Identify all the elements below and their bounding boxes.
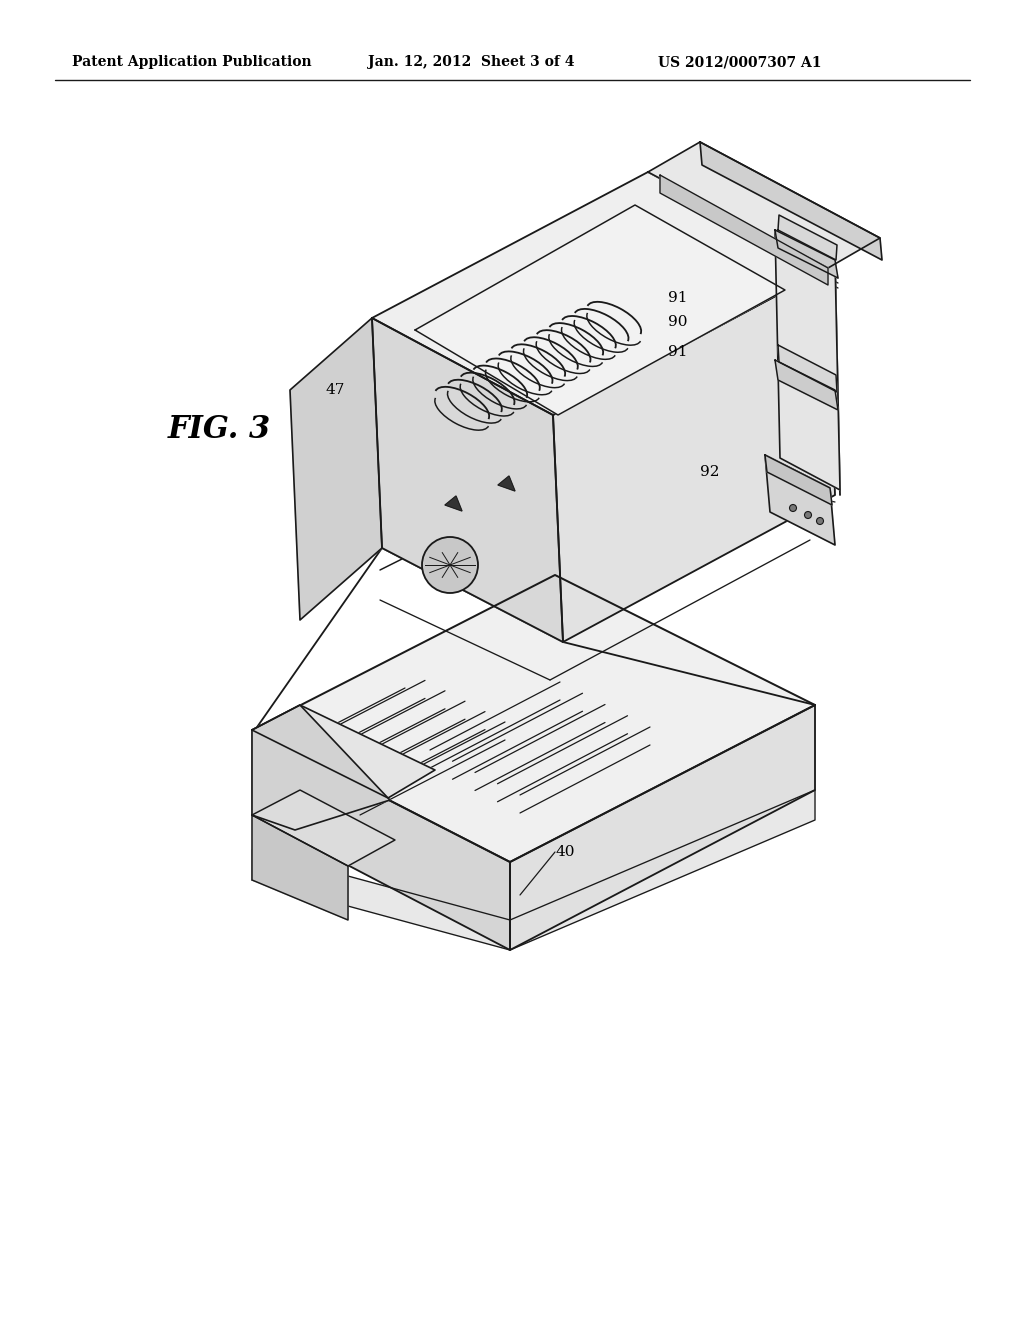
Text: 90: 90 [668,315,687,329]
Polygon shape [252,789,395,866]
Polygon shape [290,318,382,620]
Polygon shape [415,205,785,414]
Polygon shape [372,172,828,414]
Polygon shape [372,318,563,642]
Polygon shape [778,345,837,392]
Polygon shape [778,215,837,260]
Text: 92: 92 [700,465,720,479]
Text: Patent Application Publication: Patent Application Publication [72,55,311,69]
Polygon shape [775,230,838,279]
Polygon shape [765,455,831,506]
Polygon shape [252,576,815,862]
Polygon shape [252,730,510,950]
Polygon shape [648,143,880,268]
Circle shape [805,511,811,519]
Text: 91: 91 [668,290,687,305]
Text: 40: 40 [556,845,575,859]
Polygon shape [252,705,435,799]
Circle shape [790,504,797,511]
Text: Jan. 12, 2012  Sheet 3 of 4: Jan. 12, 2012 Sheet 3 of 4 [368,55,574,69]
Polygon shape [765,455,835,545]
Polygon shape [775,360,838,411]
Text: 47: 47 [326,383,345,397]
Polygon shape [252,705,390,830]
Text: US 2012/0007307 A1: US 2012/0007307 A1 [658,55,821,69]
Polygon shape [252,789,815,950]
Polygon shape [775,230,840,490]
Circle shape [816,517,823,524]
Text: 91: 91 [668,345,687,359]
Polygon shape [498,477,515,491]
Polygon shape [445,496,462,511]
Polygon shape [660,176,828,285]
Polygon shape [252,814,348,920]
Text: FIG. 3: FIG. 3 [168,414,271,446]
Polygon shape [553,268,835,642]
Polygon shape [700,143,882,260]
Circle shape [422,537,478,593]
Polygon shape [510,705,815,950]
